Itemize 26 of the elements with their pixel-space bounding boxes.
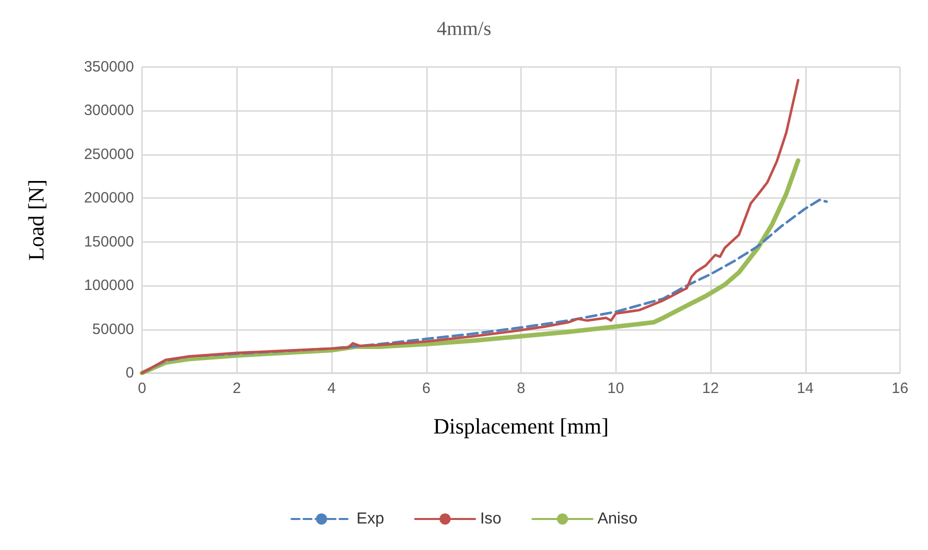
x-tick-label: 16 [892, 380, 908, 397]
y-tick-label: 100000 [84, 277, 134, 294]
x-tick-label: 2 [232, 380, 241, 397]
legend-label: Aniso [597, 510, 638, 528]
y-axis-title: Load [N] [24, 179, 48, 261]
line-series [140, 158, 800, 376]
line-series [140, 78, 800, 374]
x-tick-label: 8 [516, 380, 526, 397]
y-tick-label: 150000 [84, 233, 134, 250]
y-tick-label: 0 [126, 364, 134, 382]
legend-label: Exp [356, 510, 384, 528]
x-tick-label: 6 [422, 380, 430, 397]
x-tick-label: 10 [607, 380, 624, 397]
y-tick-label: 350000 [84, 58, 134, 76]
legend-label: Iso [480, 510, 502, 528]
x-tick-label: 4 [327, 380, 336, 397]
x-tick-label: 0 [138, 380, 146, 397]
y-tick-label: 250000 [84, 146, 134, 163]
x-tick-label: 14 [796, 380, 814, 397]
line-series [140, 198, 828, 374]
x-axis-title: Displacement [mm] [433, 414, 609, 438]
x-tick-label: 12 [702, 380, 719, 397]
y-tick-label: 300000 [84, 102, 134, 120]
y-tick-label: 200000 [84, 190, 134, 207]
chart-title: 4mm/s [436, 18, 492, 40]
y-tick-label: 50000 [92, 320, 134, 338]
